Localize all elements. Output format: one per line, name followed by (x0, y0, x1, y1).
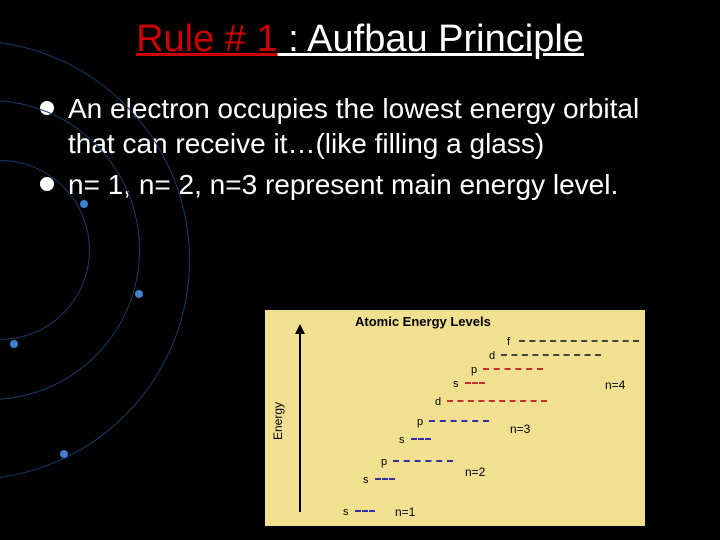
energy-level-line (411, 438, 431, 440)
n-level-label: n=2 (465, 465, 485, 479)
electron-dot (80, 200, 88, 208)
sublevel-label: s (363, 474, 369, 486)
y-axis-label: Energy (271, 402, 285, 440)
sublevel-label: p (381, 456, 387, 468)
sublevel-label: s (399, 434, 405, 446)
n-level-label: n=3 (510, 422, 530, 436)
energy-level-line (429, 420, 489, 422)
sublevel-label: d (435, 396, 441, 408)
sublevel-label: s (343, 506, 349, 518)
energy-levels-diagram: Atomic Energy Levels Energy sspspdspdfn=… (265, 310, 645, 526)
y-axis-arrow-icon (299, 332, 301, 512)
sublevel-label: p (471, 364, 477, 376)
title-rule-part: Rule # 1 (136, 18, 278, 60)
electron-dot (60, 450, 68, 458)
diagram-title: Atomic Energy Levels (355, 314, 491, 329)
sublevel-label: d (489, 350, 495, 362)
n-level-label: n=4 (605, 378, 625, 392)
energy-level-line (447, 400, 547, 402)
n-level-label: n=1 (395, 505, 415, 519)
energy-level-line (519, 340, 639, 342)
title-rest-part: : Aufbau Principle (278, 18, 584, 60)
sublevel-label: s (453, 378, 459, 390)
energy-level-line (375, 478, 395, 480)
electron-dot (135, 290, 143, 298)
energy-level-line (465, 382, 485, 384)
energy-level-line (501, 354, 601, 356)
energy-level-line (393, 460, 453, 462)
energy-level-line (483, 368, 543, 370)
sublevel-label: f (507, 336, 510, 348)
sublevel-label: p (417, 416, 423, 428)
energy-level-line (355, 510, 375, 512)
slide-title: Rule # 1 : Aufbau Principle (0, 0, 720, 61)
electron-dot (10, 340, 18, 348)
